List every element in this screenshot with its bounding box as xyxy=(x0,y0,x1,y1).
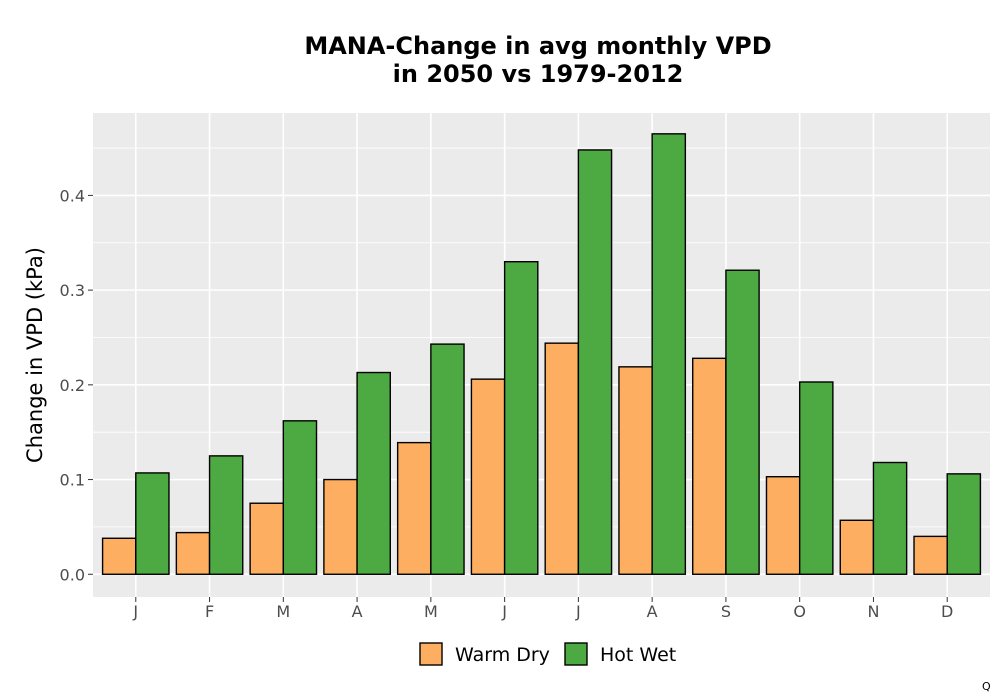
x-tick-label: A xyxy=(647,602,658,621)
legend-swatch-hot-wet xyxy=(564,642,588,666)
bar-warm-dry xyxy=(175,531,211,575)
bar-hot-wet xyxy=(208,455,244,575)
x-tick-label: N xyxy=(867,602,879,621)
bar-hot-wet xyxy=(503,261,539,575)
chart-title-line: MANA-Change in avg monthly VPD xyxy=(304,32,771,60)
x-tick-label: A xyxy=(352,602,363,621)
bar-warm-dry xyxy=(323,478,358,575)
bar-hot-wet xyxy=(725,269,760,575)
y-tick-label: 0.2 xyxy=(60,376,85,395)
legend-label: Hot Wet xyxy=(600,644,676,666)
x-tick-label: M xyxy=(276,602,290,621)
x-tick-label: M xyxy=(424,602,438,621)
y-tick-label: 0.1 xyxy=(60,471,85,490)
legend-label: Warm Dry xyxy=(455,644,550,666)
bar-warm-dry xyxy=(544,342,580,575)
bar-hot-wet xyxy=(282,420,318,575)
x-tick-label: D xyxy=(941,602,953,621)
x-tick-label: O xyxy=(793,602,806,621)
y-tick-label: 0.4 xyxy=(60,186,85,205)
bar-warm-dry xyxy=(249,502,285,575)
bar-hot-wet xyxy=(946,473,982,575)
corner-mark: Q xyxy=(982,680,991,693)
y-axis: 0.0 0.1 0.2 0.3 0.4 xyxy=(60,186,93,584)
x-tick-label: J xyxy=(501,602,507,621)
x-tick-label: J xyxy=(575,602,581,621)
bar-warm-dry xyxy=(101,537,137,575)
bar-hot-wet xyxy=(872,461,908,575)
bar-warm-dry xyxy=(765,476,801,575)
bar-warm-dry xyxy=(470,378,506,575)
bar-hot-wet xyxy=(356,371,391,575)
bar-hot-wet xyxy=(798,381,834,575)
legend-swatch-warm-dry xyxy=(419,642,443,666)
bar-warm-dry xyxy=(396,441,432,575)
bar-warm-dry xyxy=(839,519,875,575)
bar-warm-dry xyxy=(618,366,653,575)
x-tick-label: J xyxy=(132,602,138,621)
bar-hot-wet xyxy=(577,149,613,575)
bar-hot-wet xyxy=(135,472,170,575)
bar-hot-wet xyxy=(430,343,465,575)
y-tick-label: 0.0 xyxy=(60,565,85,584)
bar-hot-wet xyxy=(651,133,687,575)
legend: Warm Dry Hot Wet xyxy=(419,642,676,666)
y-axis-title: Change in VPD (kPa) xyxy=(23,247,47,463)
bars-group xyxy=(101,133,982,575)
x-tick-label: F xyxy=(205,602,214,621)
chart-title-line: in 2050 vs 1979-2012 xyxy=(393,60,684,88)
x-tick-label: S xyxy=(721,602,731,621)
y-tick-label: 0.3 xyxy=(60,281,85,300)
bar-warm-dry xyxy=(913,535,948,575)
bar-warm-dry xyxy=(692,357,727,575)
